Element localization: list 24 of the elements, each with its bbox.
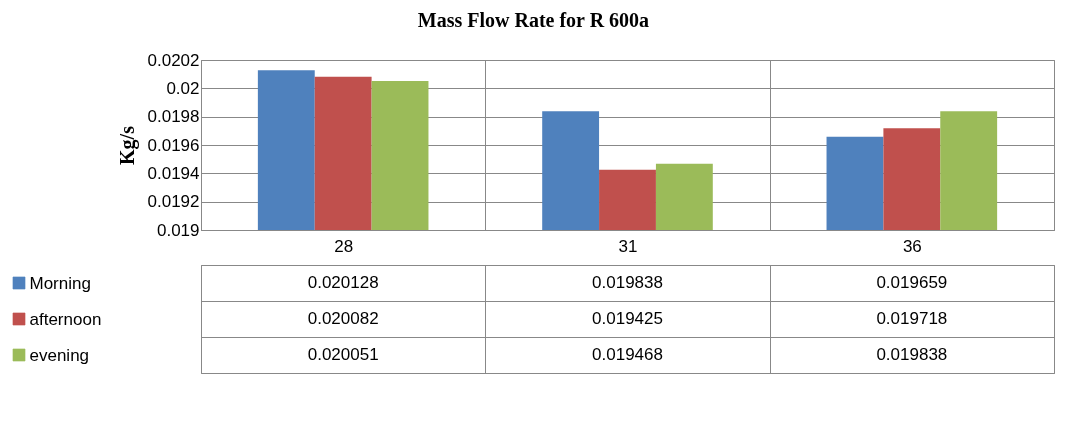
data-label: 0.020128: [307, 273, 379, 292]
y-tick-label: 0.0192: [147, 192, 200, 212]
y-tick-label: 0.019: [156, 220, 200, 240]
y-tick-label: 0.0194: [147, 163, 200, 183]
data-label: 0.019718: [876, 309, 948, 328]
legend-label: afternoon: [29, 309, 102, 329]
legend-label: evening: [29, 345, 90, 365]
x-tick-label: 28: [334, 236, 354, 256]
data-label: 0.019468: [592, 345, 663, 364]
data-label: 0.020082: [307, 309, 379, 328]
x-tick-label: 36: [902, 236, 922, 256]
data-label: 0.019659: [876, 273, 948, 292]
data-label: 0.020051: [307, 345, 379, 364]
y-axis-title: Kg/s: [115, 125, 139, 165]
legend-label: Morning: [29, 273, 91, 293]
chart-title: Mass Flow Rate for R 600a: [417, 8, 650, 31]
data-label: 0.019425: [592, 309, 663, 328]
data-label: 0.019838: [592, 273, 663, 292]
y-tick-label: 0.0198: [147, 107, 200, 127]
data-label: 0.019838: [876, 345, 948, 364]
y-tick-label: 0.02: [166, 78, 200, 98]
y-tick-label: 0.0196: [147, 135, 200, 155]
x-tick-label: 31: [618, 236, 638, 256]
y-tick-label: 0.0202: [147, 50, 200, 70]
